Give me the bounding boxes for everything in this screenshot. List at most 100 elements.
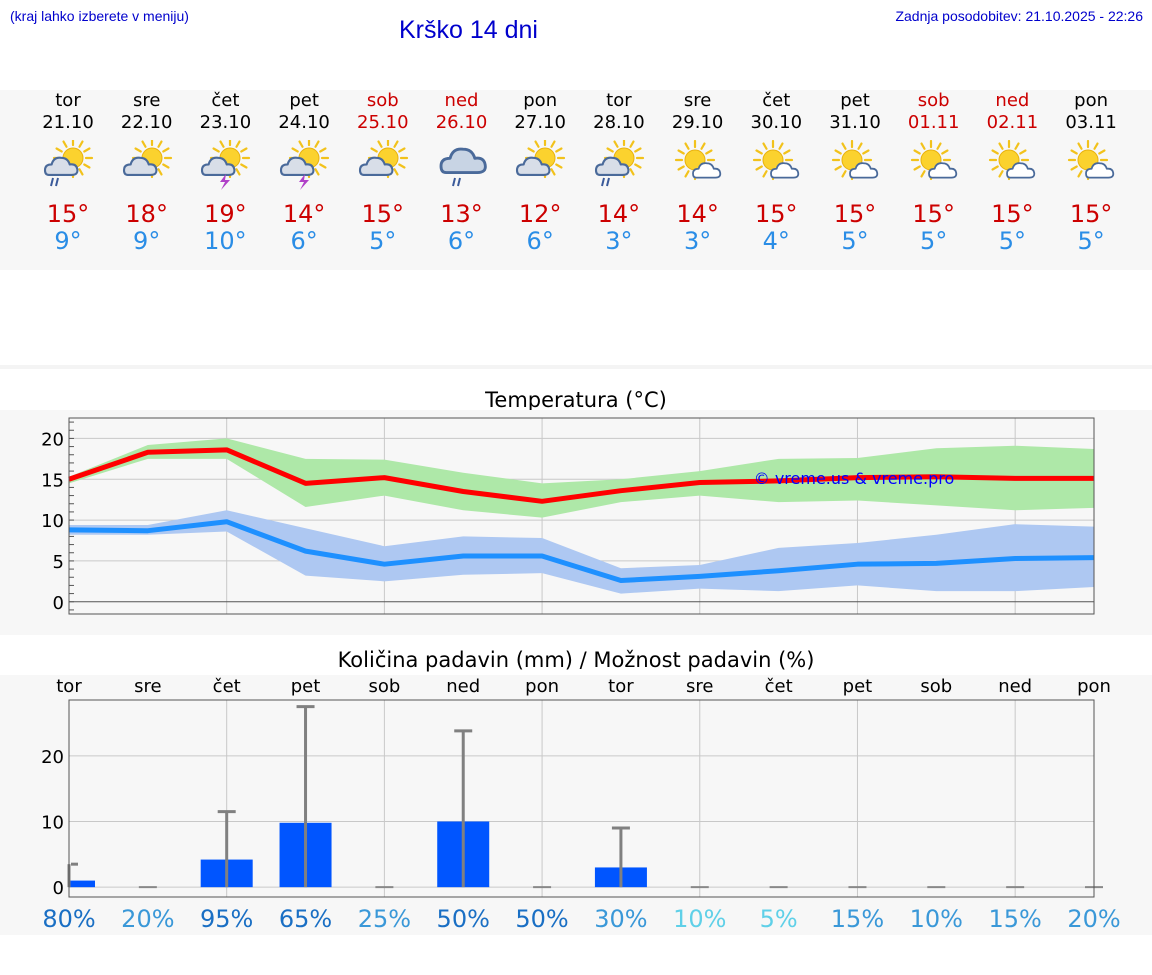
data-point (778, 480, 780, 482)
min-temperature: 6° (290, 227, 318, 255)
max-temperature: 15° (755, 200, 798, 228)
data-point (1014, 557, 1016, 559)
precipitation-probability: 50% (437, 905, 490, 933)
y-tick-label: 20 (41, 747, 64, 768)
day-column: pon 03.11 15° 5° (1052, 90, 1130, 270)
y-tick-label: 5 (53, 552, 64, 573)
min-temperature: 10° (204, 227, 247, 255)
min-temperature: 3° (683, 227, 712, 255)
cloud-shape (280, 156, 315, 176)
data-point (541, 555, 543, 557)
page-title: Krško 14 dni (399, 16, 538, 44)
day-date: 27.10 (514, 112, 566, 133)
cloud-shape (1085, 162, 1115, 179)
max-temperature: 14° (282, 200, 326, 228)
category-label: sre (686, 676, 713, 697)
day-name: tor (55, 90, 81, 111)
data-point (305, 482, 307, 484)
day-column: čet 23.10 19° 10° (186, 90, 264, 270)
day-name: čet (211, 90, 240, 111)
day-date: 21.10 (42, 112, 94, 133)
day-column: sob 01.11 15° 5° (895, 90, 973, 270)
data-point (935, 476, 937, 478)
sun-small-cloud-icon (674, 140, 721, 181)
data-point (620, 580, 622, 582)
max-temperature: 12° (518, 200, 562, 228)
category-label: sob (920, 676, 952, 697)
precipitation-chart-title: Količina padavin (mm) / Možnost padavin … (337, 648, 815, 672)
sun-cloud-rain-icon (43, 140, 94, 187)
day-name: pet (289, 90, 319, 111)
min-temperature: 3° (605, 227, 633, 255)
category-label: ned (998, 676, 1032, 697)
data-point (147, 451, 149, 453)
category-label: pon (1077, 676, 1111, 697)
category-label: tor (608, 676, 634, 697)
cloud-shape (439, 147, 487, 175)
max-temperature: 14° (597, 200, 641, 228)
category-label: sre (134, 676, 161, 697)
precipitation-bar (69, 880, 95, 888)
day-column: pet 24.10 14° 6° (265, 90, 343, 270)
cloud-shape (43, 156, 79, 176)
y-tick-label: 10 (41, 511, 64, 532)
max-temperature: 15° (991, 200, 1034, 228)
day-name: ned (444, 90, 479, 111)
day-name: sob (366, 90, 399, 111)
series-line (68, 447, 1094, 504)
sun-small-cloud-icon (989, 140, 1036, 181)
category-label: pon (525, 676, 559, 697)
watermark: © vreme.us & vreme.pro (754, 469, 955, 488)
day-date: 03.11 (1065, 112, 1117, 133)
day-column: čet 30.10 15° 4° (737, 90, 815, 270)
cloud-shape (849, 162, 879, 179)
day-date: 30.10 (750, 112, 803, 133)
temperature-chart-title: Temperatura (°C) (485, 388, 667, 412)
day-date: 02.11 (986, 112, 1039, 133)
precipitation-probability: 10% (673, 905, 726, 933)
sun-cloud-thunder-icon (280, 140, 330, 190)
cloud-shape (358, 156, 394, 176)
location-hint: (kraj lahko izberete v meniju) (10, 8, 189, 24)
plot-frame (68, 417, 1095, 615)
sun-small-cloud-icon (1067, 140, 1115, 181)
data-point (1014, 477, 1016, 479)
precipitation-probability: 50% (515, 905, 568, 933)
day-date: 29.10 (671, 112, 724, 133)
min-temperature: 5° (369, 227, 397, 255)
cloud-shape (122, 156, 158, 176)
day-date: 31.10 (829, 112, 881, 133)
data-point (620, 490, 622, 492)
section-divider (0, 365, 1152, 369)
max-temperature: 15° (833, 200, 877, 228)
sun-cloud-rain-icon (594, 140, 644, 187)
temperature-chart: 0 5 10 15 20 © vreme.us & vreme.pro (41, 417, 1095, 615)
sun-small-cloud-icon (910, 140, 957, 181)
category-label: ned (446, 676, 480, 697)
data-point (541, 500, 543, 502)
sun-small-cloud-icon (753, 140, 800, 181)
cloud-rain-icon (439, 147, 487, 187)
day-name: čet (762, 90, 791, 111)
day-date: 24.10 (278, 112, 330, 133)
day-column: sre 29.10 14° 3° (659, 90, 737, 270)
day-name: pon (1074, 90, 1109, 111)
data-point (383, 477, 385, 479)
min-temperature: 6° (447, 227, 476, 255)
data-point (778, 570, 780, 572)
precipitation-probability: 5% (760, 905, 798, 933)
min-temperature: 9° (54, 227, 82, 255)
series-line (68, 519, 1095, 584)
y-tick-label: 0 (53, 878, 64, 899)
category-label: čet (765, 676, 793, 697)
category-label: pet (291, 676, 321, 697)
precipitation-probability: 30% (594, 905, 647, 933)
data-point (856, 477, 858, 479)
series-range-band (69, 510, 1094, 594)
data-point (462, 491, 464, 492)
min-temperature: 5° (920, 227, 948, 255)
day-column: sob 25.10 15° 5° (344, 90, 422, 270)
day-column: ned 26.10 13° 6° (423, 90, 501, 270)
y-tick-label: 0 (53, 593, 64, 614)
data-point (699, 482, 701, 484)
